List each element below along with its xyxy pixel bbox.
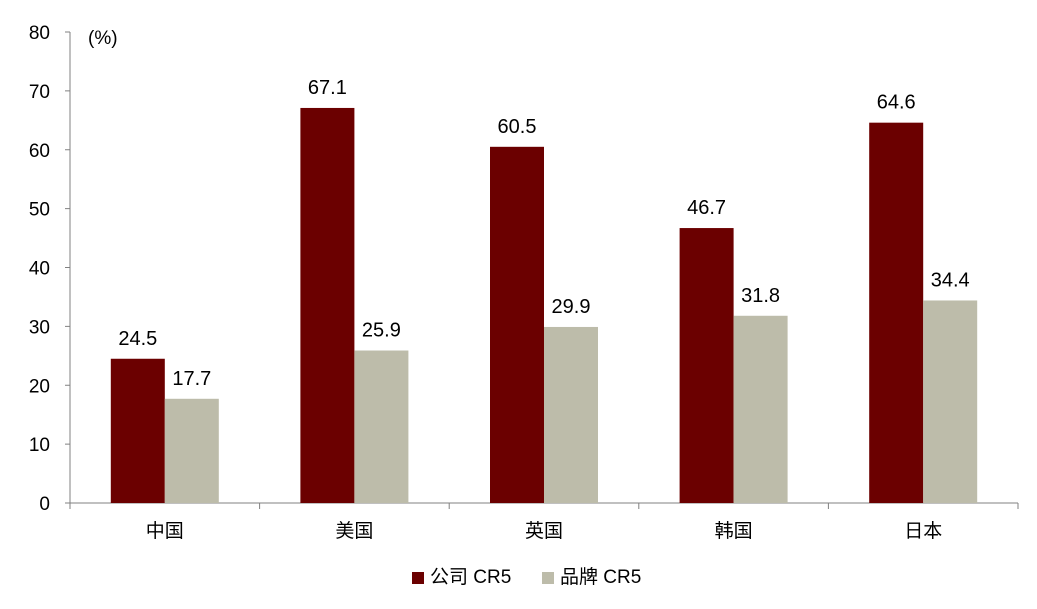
data-label: 60.5	[498, 116, 537, 138]
x-tick-label: 中国	[146, 520, 184, 542]
y-tick-label: 50	[29, 200, 50, 221]
data-label: 24.5	[118, 328, 157, 350]
y-tick-label: 30	[29, 317, 50, 338]
data-label: 25.9	[362, 320, 401, 342]
bar-brand-1	[354, 350, 409, 503]
bar-brand-3	[733, 315, 788, 503]
data-label: 64.6	[877, 92, 916, 114]
data-label: 34.4	[931, 269, 970, 291]
data-label: 67.1	[308, 77, 347, 99]
data-label: 29.9	[552, 296, 591, 318]
legend-swatch	[412, 572, 424, 584]
legend-label: 公司 CR5	[430, 567, 511, 588]
y-tick-label: 40	[29, 259, 50, 280]
x-tick-label: 美国	[335, 520, 373, 542]
bar-company-0	[110, 358, 165, 503]
bar-brand-0	[164, 398, 219, 503]
bar-company-4	[869, 122, 924, 503]
data-label: 17.7	[172, 368, 211, 390]
y-tick-label: 10	[29, 435, 50, 456]
y-tick-label: 60	[29, 141, 50, 162]
bar-brand-2	[544, 326, 598, 503]
legend: 公司 CR5 品牌 CR5	[412, 566, 641, 588]
data-labels: 24.5 67.1 60.5 46.7 64.6 17.7 25.9 29.9 31.8 34.4	[118, 77, 969, 390]
y-unit-label: (%)	[88, 28, 118, 49]
data-label: 31.8	[741, 285, 780, 307]
bar-company-2	[490, 146, 544, 503]
bar-company-1	[300, 107, 355, 503]
legend-label: 品牌 CR5	[560, 566, 641, 588]
bars	[110, 107, 978, 503]
bar-company-3	[679, 228, 734, 503]
bar-brand-4	[923, 300, 978, 503]
x-tick-label: 韩国	[715, 520, 753, 542]
y-tick-label: 0	[39, 494, 50, 515]
y-tick-label: 80	[29, 23, 50, 44]
y-tick-label: 20	[29, 376, 50, 397]
axes: 0 10 20 30 40 50 60 70 80 中国 美国 英国 韩国 日本	[29, 23, 1019, 542]
legend-swatch	[542, 572, 554, 584]
y-tick-label: 70	[29, 82, 50, 103]
data-label: 46.7	[687, 197, 726, 219]
x-tick-label: 日本	[904, 520, 942, 542]
x-tick-label: 英国	[525, 520, 563, 542]
